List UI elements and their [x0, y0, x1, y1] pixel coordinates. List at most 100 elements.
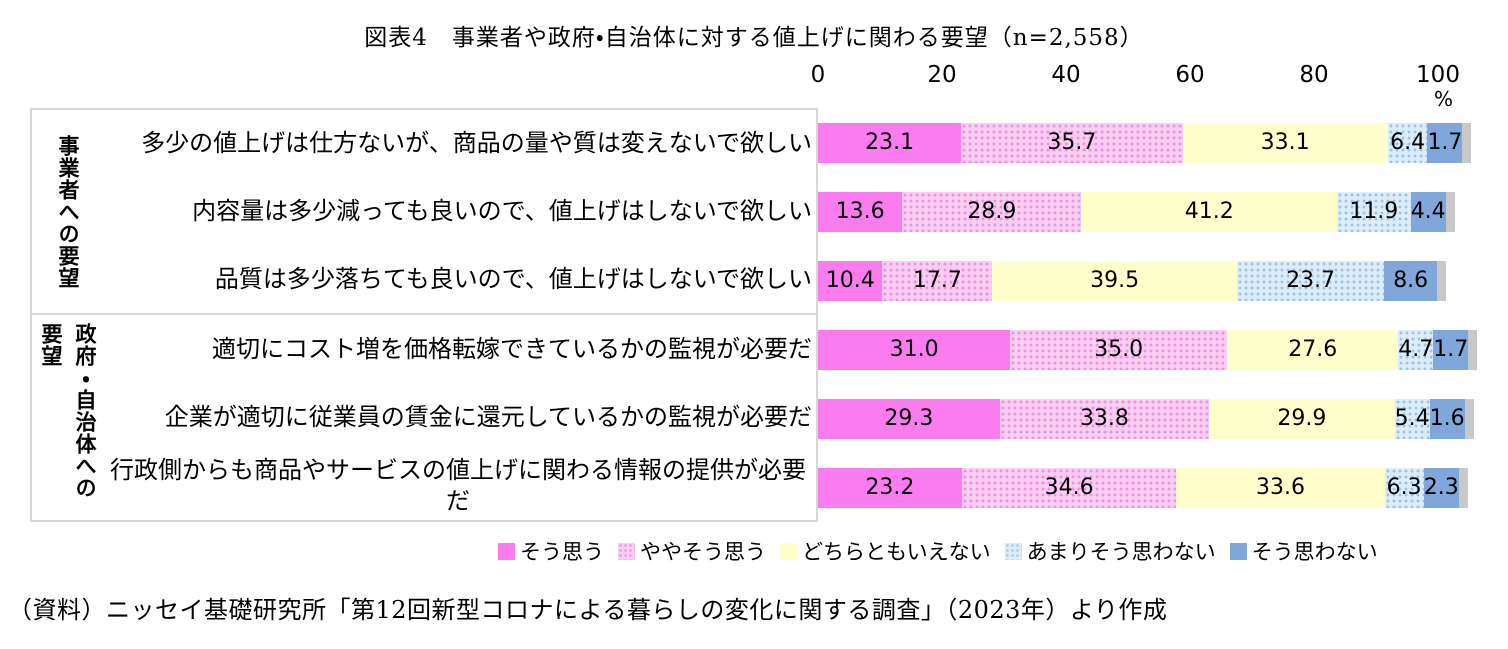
- bar-segment: 4.7: [1398, 329, 1434, 370]
- bar-segment: 33.8: [999, 398, 1210, 439]
- category-labels: 多少の値上げは仕方ないが、商品の量や質は変えないで欲しい内容量は多少減っても良い…: [104, 110, 816, 313]
- x-axis-tick: 80: [1299, 62, 1329, 88]
- bar-segment: 27.6: [1227, 329, 1399, 370]
- category-group: 政府・自治体への要望 適切にコスト増を価格転嫁できているかの監視が必要だ 企業が適切…: [30, 315, 1480, 522]
- bar-value-label: 23.2: [865, 475, 915, 500]
- bar-segment: 1.7: [1433, 329, 1469, 370]
- bar-segment: 10.4: [818, 260, 883, 301]
- bar-value-label: 4.7: [1398, 337, 1434, 362]
- bar-value-label: 33.8: [1079, 406, 1129, 431]
- bar-value-label: 35.7: [1047, 130, 1097, 155]
- bar-row: 13.6 28.9 41.2 11.9 4.4: [818, 177, 1455, 246]
- bar-value-label: 11.9: [1349, 199, 1399, 224]
- bar-value-label: 27.6: [1288, 337, 1338, 362]
- legend-label: どちらともいえない: [802, 540, 991, 564]
- bar-value-label: 33.6: [1256, 475, 1305, 500]
- bar-segment: 39.5: [992, 260, 1238, 301]
- bar-value-label: 31.0: [889, 337, 939, 362]
- source-note: （資料）ニッセイ基礎研究所「第12回新型コロナによる暮らしの変化に関する調査」（…: [8, 596, 1168, 624]
- bar-row: 31.0 35.0 27.6 4.7 1.7: [818, 315, 1478, 384]
- category-label: 多少の値上げは仕方ないが、商品の量や質は変えないで欲しい: [141, 129, 812, 158]
- bar-value-label: 1.7: [1433, 337, 1469, 362]
- legend-marker-icon: [618, 542, 635, 560]
- bar-value-label: 4.4: [1410, 199, 1446, 224]
- legend-marker-icon: [780, 542, 797, 560]
- x-axis-tick: 20: [927, 62, 957, 88]
- category-labels: 適切にコスト増を価格転嫁できているかの監視が必要だ企業が適切に従業員の賃金に還元…: [104, 315, 816, 520]
- bar-end-cap: [1464, 398, 1474, 439]
- bar-row: 23.2 34.6 33.6 6.3 2.3: [818, 453, 1468, 522]
- legend-item: そう思わない: [1229, 536, 1378, 566]
- bar-segment: 13.6: [818, 191, 903, 232]
- stacked-bar: 29.3 33.8 29.9 5.4 1.6: [818, 398, 1474, 439]
- bar-segment: 28.9: [902, 191, 1082, 232]
- bar-segment: 33.1: [1182, 122, 1388, 163]
- legend-marker-icon: [1229, 542, 1247, 560]
- stacked-bar: 31.0 35.0 27.6 4.7 1.7: [818, 329, 1478, 370]
- stacked-bar: 23.2 34.6 33.6 6.3 2.3: [818, 467, 1468, 508]
- bar-end-cap: [1445, 191, 1455, 232]
- bar-segment: 1.6: [1429, 398, 1465, 439]
- bar-value-label: 17.7: [912, 268, 962, 293]
- bar-segment: 4.4: [1410, 191, 1446, 232]
- x-axis: % 0 20 40 60 80 100: [811, 62, 1460, 111]
- bar-value-label: 28.9: [967, 199, 1017, 224]
- bar-segment: 34.6: [961, 467, 1177, 508]
- bar-segment: 6.4: [1387, 122, 1428, 163]
- legend-marker-icon: [498, 542, 515, 560]
- axis-unit-label: %: [1434, 87, 1454, 111]
- bar-value-label: 6.3: [1386, 475, 1422, 500]
- bar-segment: 1.7: [1427, 122, 1463, 163]
- category-label: 品質は多少落ちても良いので、値上げはしないで欲しい: [214, 264, 812, 293]
- bar-segment: 5.4: [1394, 398, 1430, 439]
- bar-end-cap: [1468, 329, 1478, 370]
- bar-value-label: 13.6: [835, 199, 885, 224]
- bar-value-label: 41.2: [1184, 199, 1234, 224]
- bar-segment: 31.0: [818, 329, 1011, 370]
- bar-segment: 2.3: [1423, 467, 1459, 508]
- legend-marker-icon: [1004, 542, 1022, 560]
- bar-segment: 17.7: [882, 260, 993, 301]
- bar-segment: 8.6: [1384, 260, 1438, 301]
- stacked-bar: 10.4 17.7 39.5 23.7 8.6: [818, 260, 1447, 301]
- bar-end-cap: [1462, 122, 1472, 163]
- bar-value-label: 33.1: [1260, 130, 1310, 155]
- group-label: 事業者への要望: [56, 134, 80, 289]
- x-axis-tick: 40: [1051, 62, 1081, 88]
- bar-segment: 23.2: [818, 467, 962, 508]
- bar-end-cap: [1458, 467, 1468, 508]
- chart-title: 図表4 事業者や政府・自治体に対する値上げに関わる要望（n=2,558）: [364, 25, 1144, 51]
- bar-area: 31.0 35.0 27.6 4.7 1.7 29.3 33.8 29.9 5.4 1.6 23.2…: [818, 315, 1478, 522]
- stacked-bar: 13.6 28.9 41.2 11.9 4.4: [818, 191, 1455, 232]
- group-label-box: 政府・自治体への要望 適切にコスト増を価格転嫁できているかの監視が必要だ 企業が適切…: [30, 315, 818, 522]
- legend-label: ややそう思う: [640, 540, 766, 564]
- bar-value-label: 29.3: [884, 406, 934, 431]
- bar-row: 10.4 17.7 39.5 23.7 8.6: [818, 246, 1447, 315]
- bar-segment: 29.3: [818, 398, 1000, 439]
- x-axis-tick: 0: [810, 62, 826, 88]
- bar-segment: 35.7: [961, 122, 1183, 163]
- bar-row: 23.1 35.7 33.1 6.4 1.7: [818, 108, 1472, 177]
- bar-segment: 41.2: [1081, 191, 1337, 232]
- category-label: 企業が適切に従業員の賃金に還元しているかの監視が必要だ: [164, 402, 812, 431]
- bar-value-label: 10.4: [825, 268, 875, 293]
- bar-value-label: 39.5: [1090, 268, 1140, 293]
- bar-value-label: 29.9: [1277, 406, 1327, 431]
- bar-value-label: 35.0: [1094, 337, 1144, 362]
- legend-item: あまりそう思わない: [1004, 536, 1216, 566]
- bar-value-label: 8.6: [1393, 268, 1429, 293]
- category-group: 事業者への要望 多少の値上げは仕方ないが、商品の量や質は変えないで欲しい 内容量は多…: [30, 108, 1480, 315]
- bar-value-label: 5.4: [1394, 406, 1430, 431]
- x-axis-tick: 100: [1416, 62, 1460, 88]
- bar-value-label: 23.1: [865, 130, 915, 155]
- bar-segment: 23.1: [818, 122, 962, 163]
- category-label: 内容量は多少減っても良いので、値上げはしないで欲しい: [192, 196, 812, 225]
- category-label: 適切にコスト増を価格転嫁できているかの監視が必要だ: [212, 334, 812, 363]
- legend-item: そう思う: [498, 536, 604, 566]
- bar-end-cap: [1437, 260, 1447, 301]
- bar-segment: 33.6: [1176, 467, 1385, 508]
- bar-value-label: 2.3: [1423, 475, 1459, 500]
- legend: そう思う ややそう思う どちらともいえない あまりそう思わない そう思わない: [498, 536, 1480, 566]
- bar-segment: 35.0: [1010, 329, 1228, 370]
- legend-label: そう思う: [520, 540, 604, 564]
